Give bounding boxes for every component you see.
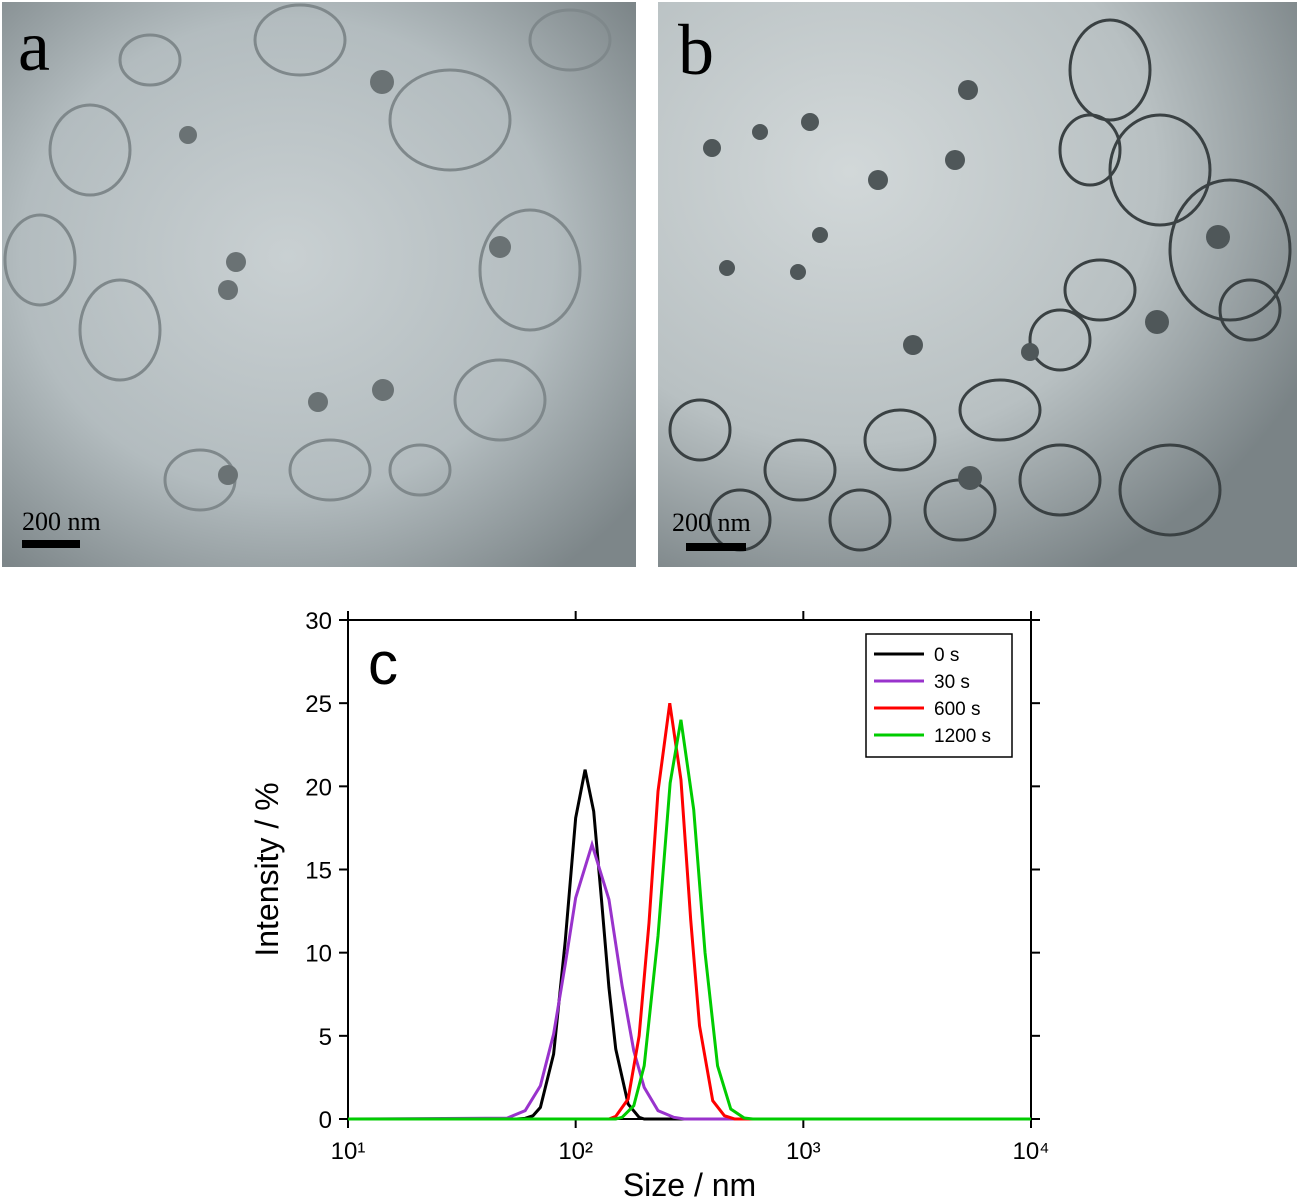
panel-label: b	[678, 10, 714, 90]
x-tick-label: 10²	[558, 1138, 593, 1165]
legend-label: 600 s	[934, 699, 980, 720]
y-tick-label: 25	[305, 691, 332, 718]
y-tick-label: 15	[305, 858, 332, 885]
series-line	[348, 702, 1031, 1121]
x-axis-label: Size / nm	[623, 1167, 756, 1202]
micrograph-b	[658, 2, 1297, 567]
legend-label: 1200 s	[934, 726, 991, 747]
x-tick-label: 10⁴	[1012, 1138, 1049, 1165]
series-line	[347, 839, 1031, 1121]
y-tick-label: 10	[305, 941, 332, 968]
y-tick-label: 30	[305, 608, 332, 635]
y-tick-label: 20	[305, 774, 332, 801]
x-tick-label: 10³	[786, 1138, 821, 1165]
y-tick-label: 5	[319, 1024, 332, 1051]
x-tick-label: 10¹	[331, 1138, 366, 1165]
y-axis-label: Intensity / %	[249, 782, 285, 956]
chart: 0 5 10 15 20 25 30 10¹ 10² 10³ 10⁴ Size / nm Intensi…	[249, 608, 1050, 1202]
micrograph-a	[2, 2, 636, 567]
legend-label: 0 s	[934, 645, 959, 666]
panel-label: c	[368, 630, 398, 697]
scale-bar-label: 200 nm	[672, 508, 751, 537]
y-tick-label: 0	[319, 1107, 332, 1134]
legend-label: 30 s	[934, 672, 970, 693]
scale-bar-label: 200 nm	[22, 507, 101, 536]
series-line	[348, 719, 1031, 1121]
panel-label: a	[18, 6, 50, 86]
series-line	[348, 769, 1031, 1121]
